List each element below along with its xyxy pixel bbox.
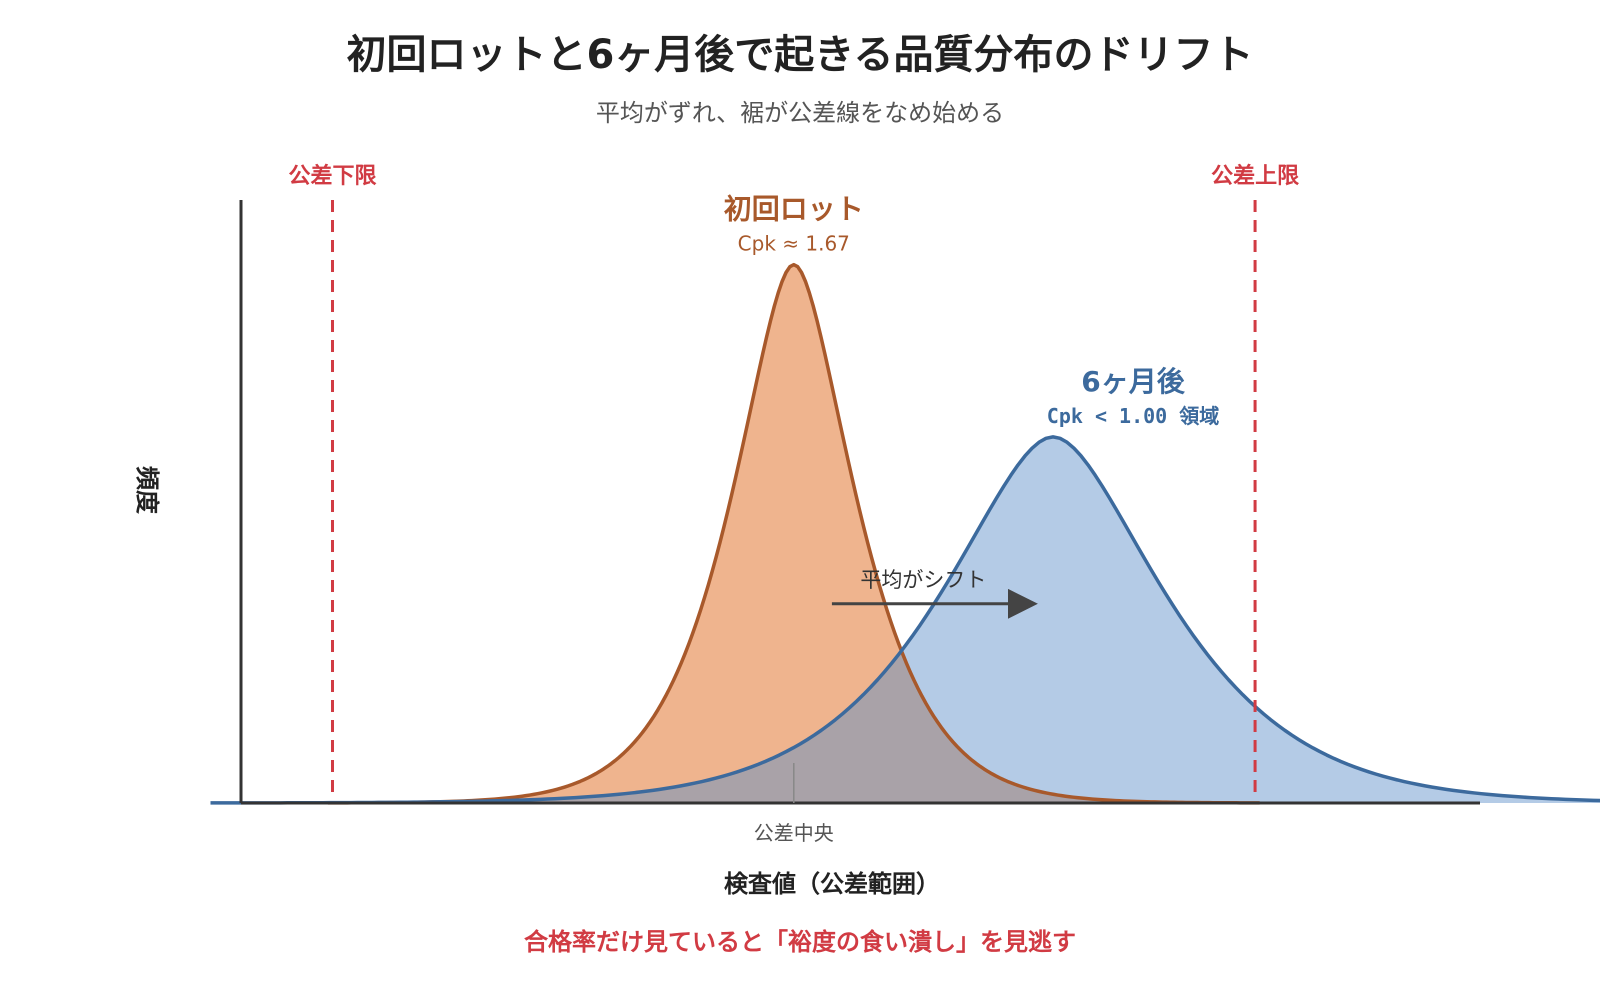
lower-limit-label: 公差下限 [288, 163, 376, 189]
six-month-label: 6ヶ月後 [1081, 365, 1185, 398]
initial-lot-cpk-label: Cpk ≈ 1.67 [738, 232, 850, 256]
chart-subtitle: 平均がずれ、裾が公差線をなめ始める [596, 99, 1004, 127]
initial-lot-label: 初回ロット [724, 193, 864, 226]
plot-area [210, 262, 1600, 805]
initial-lot-area [327, 264, 1260, 803]
upper-limit-label: 公差上限 [1211, 163, 1299, 189]
six-month-curve [210, 435, 1600, 805]
center-label: 公差中央 [754, 821, 834, 845]
shift-arrow-label: 平均がシフト [860, 568, 986, 592]
y-axis-label: 頻度 [133, 466, 161, 515]
x-axis-label: 検査値（公差範囲） [724, 870, 940, 898]
six-month-cpk-label: Cpk < 1.00 領域 [1047, 404, 1219, 428]
footnote: 合格率だけ見ていると「裕度の食い潰し」を見逃す [524, 928, 1076, 956]
six-month-area [210, 436, 1600, 803]
chart-title: 初回ロットと6ヶ月後で起きる品質分布のドリフト [346, 32, 1253, 78]
